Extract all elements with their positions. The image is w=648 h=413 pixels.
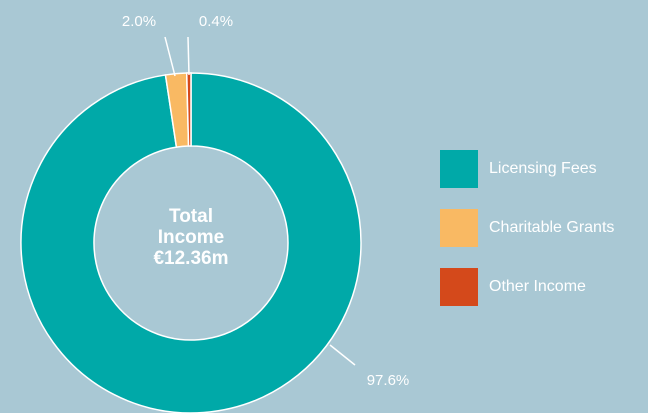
leader-line [164,36,176,77]
legend-swatch [440,150,478,188]
legend-swatch [440,268,478,306]
value-label: 97.6% [367,372,410,389]
value-label: 0.4% [199,13,233,30]
legend-swatch [440,209,478,247]
leader-line [187,36,190,76]
value-label: 2.0% [122,13,156,30]
center-label: Income [158,227,225,248]
center-label: Total [169,206,213,227]
donut-slice [20,72,362,413]
legend-label: Other Income [489,278,586,295]
donut-slice [185,72,192,147]
legend-label: Licensing Fees [489,160,597,177]
center-label: €12.36m [153,248,228,269]
leader-line [329,344,356,366]
legend-label: Charitable Grants [489,219,614,236]
